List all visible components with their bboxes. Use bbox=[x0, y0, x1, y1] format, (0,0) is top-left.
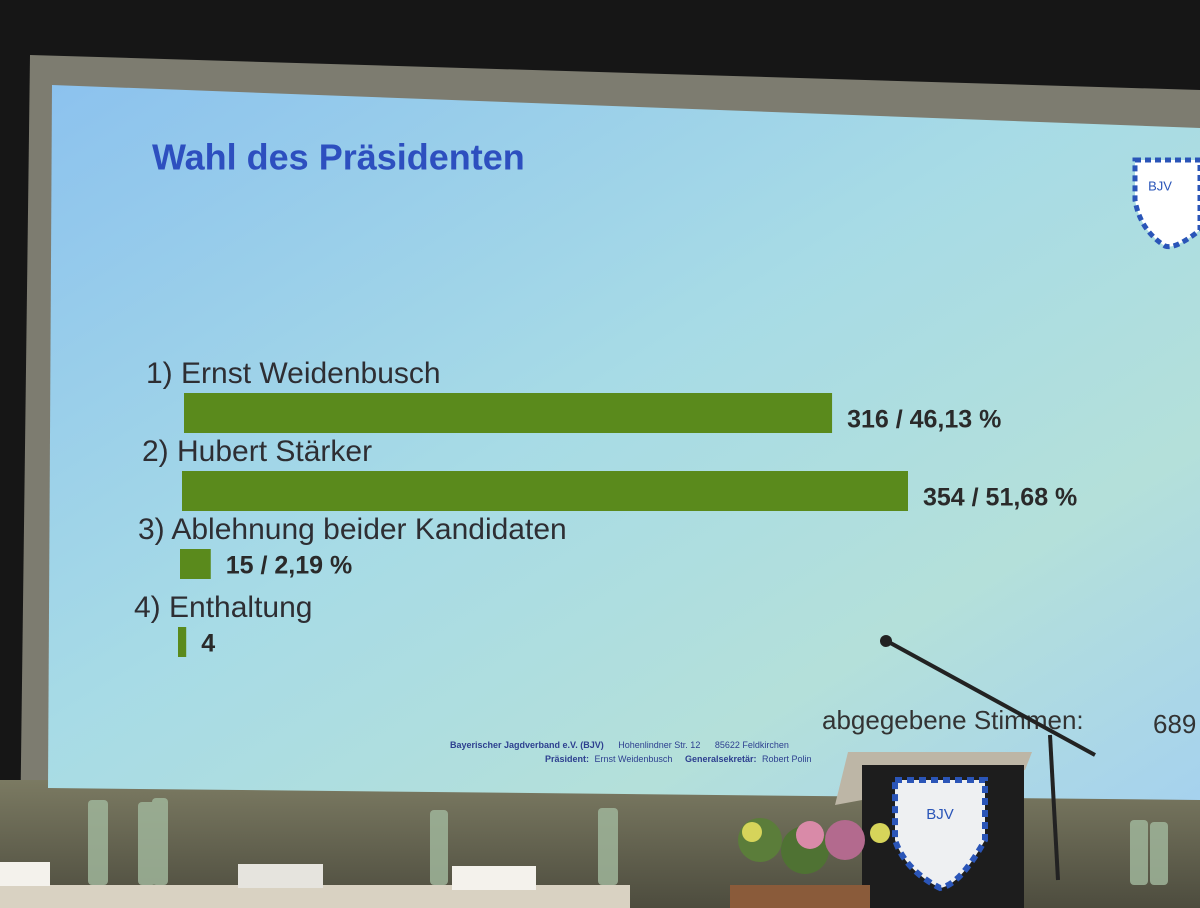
category-label: 2) Hubert Stärker bbox=[142, 435, 372, 468]
footer-line-1: Bayerischer Jagdverband e.V. (BJV) Hohen… bbox=[450, 740, 789, 750]
footer-line-2: Präsident: Ernst Weidenbusch Generalsekr… bbox=[545, 754, 812, 764]
footer-org: Bayerischer Jagdverband e.V. (BJV) bbox=[450, 740, 604, 750]
logo-text: BJV bbox=[1148, 178, 1172, 193]
footer-secretary: Robert Polin bbox=[762, 754, 812, 764]
value-label: 15 / 2,19 % bbox=[226, 552, 352, 580]
chart-title: Wahl des Präsidenten bbox=[152, 137, 525, 178]
microphone bbox=[880, 635, 892, 647]
total-label: abgegebene Stimmen: bbox=[822, 705, 1084, 735]
slide bbox=[48, 85, 1200, 800]
bar bbox=[180, 549, 211, 579]
name-card bbox=[452, 866, 536, 890]
total-value: 689 bbox=[1153, 709, 1196, 739]
category-label: 1) Ernst Weidenbusch bbox=[146, 357, 441, 390]
footer-city: 85622 Feldkirchen bbox=[715, 740, 789, 750]
bar bbox=[178, 627, 187, 657]
value-label: 354 / 51,68 % bbox=[923, 484, 1077, 512]
podium: BJV bbox=[835, 752, 1032, 908]
value-label: 316 / 46,13 % bbox=[847, 406, 1001, 434]
footer-president-label: Präsident: bbox=[545, 754, 589, 764]
category-label: 3) Ablehnung beider Kandidaten bbox=[138, 513, 567, 546]
footer-street: Hohenlindner Str. 12 bbox=[618, 740, 700, 750]
category-label: 4) Enthaltung bbox=[134, 591, 312, 624]
name-card bbox=[238, 864, 323, 888]
name-card bbox=[0, 862, 50, 886]
footer-president: Ernst Weidenbusch bbox=[595, 754, 673, 764]
table bbox=[0, 885, 630, 908]
microphone-stand bbox=[1048, 734, 1060, 881]
flowers bbox=[730, 818, 890, 908]
bottles bbox=[88, 798, 1168, 885]
footer-secretary-label: Generalsekretär: bbox=[685, 754, 757, 764]
microphone-arm bbox=[884, 638, 1096, 757]
bar bbox=[182, 471, 908, 511]
bar-chart: 1) Ernst Weidenbusch 316 / 46,13 % 2) Hube… bbox=[134, 357, 1077, 658]
podium-logo-text: BJV bbox=[926, 806, 954, 823]
value-label: 4 bbox=[201, 630, 215, 658]
logo: BJV bbox=[1132, 157, 1200, 250]
bar bbox=[184, 393, 833, 433]
